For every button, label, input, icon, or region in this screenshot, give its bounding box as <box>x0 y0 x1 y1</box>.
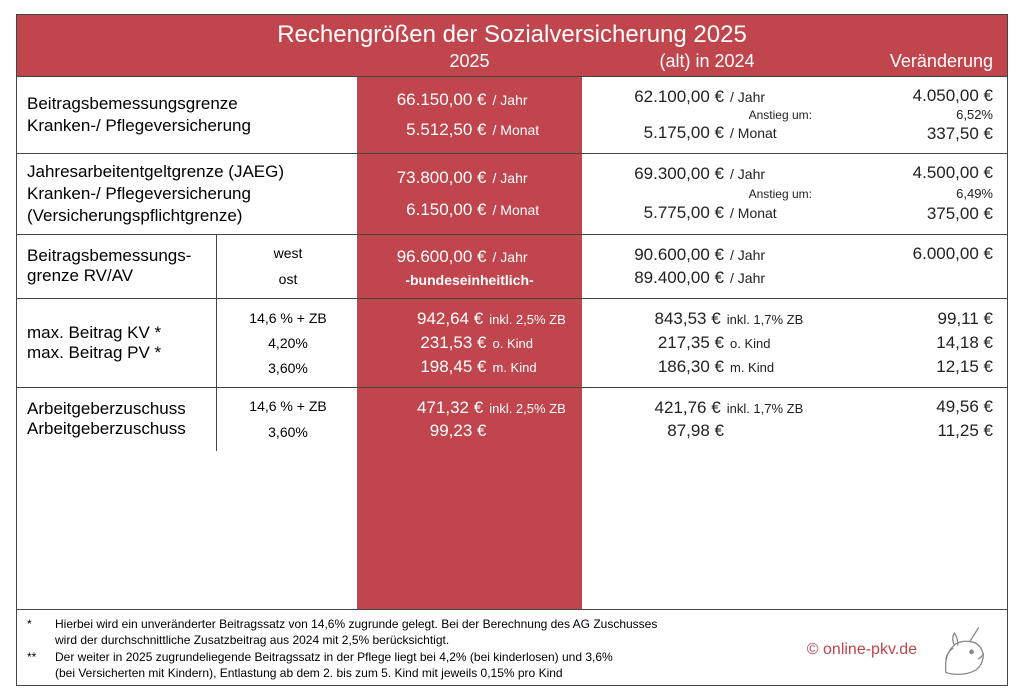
row-label: max. Beitrag KV * <box>27 323 210 343</box>
row-label: Beitragsbemessungsgrenze <box>27 94 351 114</box>
sub-label: west <box>274 245 303 261</box>
row-jaeg: Jahresarbeitentgeltgrenze (JAEG) Kranken… <box>17 154 1007 235</box>
page-title: Rechengrößen der Sozialversicherung 2025 <box>17 21 1007 49</box>
row-label: Kranken-/ Pflegeversicherung <box>27 184 351 204</box>
header-change: Veränderung <box>832 51 1007 72</box>
sub-label: 3,60% <box>268 424 308 440</box>
table-body: Beitragsbemessungsgrenze Kranken-/ Pfleg… <box>17 77 1007 609</box>
row-label: Arbeitgeberzuschuss <box>27 399 210 419</box>
row-label: Jahresarbeitentgeltgrenze (JAEG) <box>27 162 351 182</box>
header-2025: 2025 <box>357 51 582 72</box>
sub-label: ost <box>279 271 298 287</box>
row-label: Kranken-/ Pflegeversicherung <box>27 116 351 136</box>
sub-label: 4,20% <box>268 335 308 351</box>
table-frame: Rechengrößen der Sozialversicherung 2025… <box>16 14 1008 686</box>
sub-label: 14,6 % + ZB <box>249 398 326 414</box>
row-ag-zuschuss: Arbeitgeberzuschuss Arbeitgeberzuschuss … <box>17 388 1007 452</box>
row-bbg-kv: Beitragsbemessungsgrenze Kranken-/ Pfleg… <box>17 77 1007 154</box>
footnotes: *Hierbei wird ein unveränderter Beitrags… <box>17 609 1007 685</box>
bundeseinheitlich-note: -bundeseinheitlich- <box>357 272 582 288</box>
row-label: Arbeitgeberzuschuss <box>27 419 210 439</box>
header-2024: (alt) in 2024 <box>582 51 832 72</box>
sub-label: 3,60% <box>268 360 308 376</box>
row-label: Beitragsbemessungs- <box>27 246 210 266</box>
row-label: (Versicherungspflichtgrenze) <box>27 206 351 226</box>
row-max-beitrag: max. Beitrag KV * max. Beitrag PV * 14,6… <box>17 299 1007 387</box>
sub-label: 14,6 % + ZB <box>249 310 326 326</box>
row-label: grenze RV/AV <box>27 266 210 286</box>
column-headers: 2025 (alt) in 2024 Veränderung <box>17 51 1007 72</box>
table-header: Rechengrößen der Sozialversicherung 2025… <box>17 15 1007 77</box>
row-bbg-rv: Beitragsbemessungs- grenze RV/AV west os… <box>17 235 1007 300</box>
copyright: © online-pkv.de <box>807 639 917 661</box>
unicorn-icon <box>927 621 999 681</box>
row-label: max. Beitrag PV * <box>27 343 210 363</box>
